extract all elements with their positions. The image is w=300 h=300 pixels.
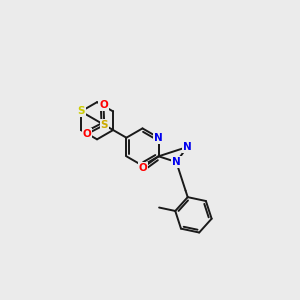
Text: N: N	[183, 142, 192, 152]
Text: S: S	[100, 120, 108, 130]
Text: O: O	[139, 163, 147, 173]
Text: N: N	[154, 133, 163, 143]
Text: S: S	[77, 106, 85, 116]
Text: O: O	[99, 100, 108, 110]
Text: N: N	[76, 106, 85, 116]
Text: N: N	[172, 157, 181, 167]
Text: O: O	[82, 129, 91, 139]
